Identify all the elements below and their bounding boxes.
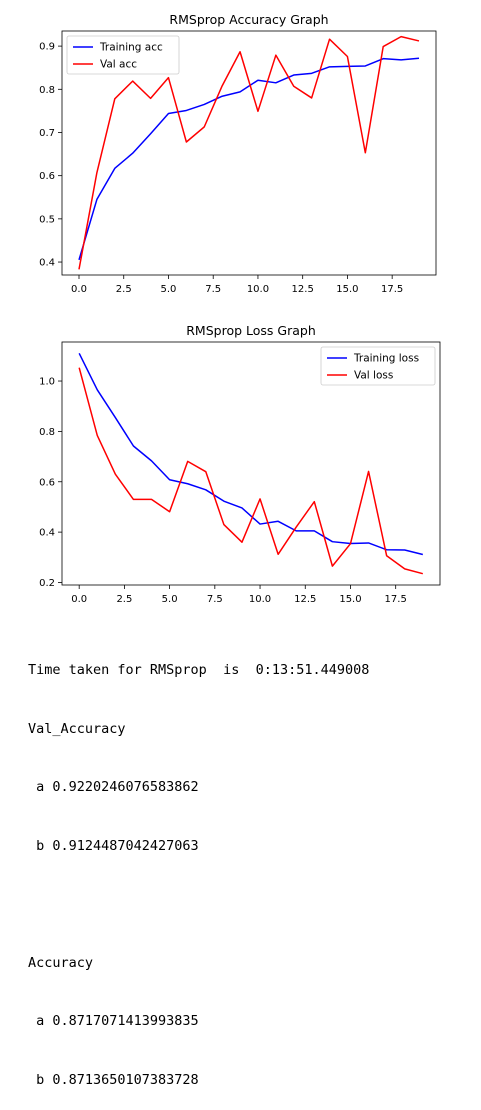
charts-area: RMSprop Accuracy Graph 0.0 2.5 5.0 7.5 10.0 12… [39, 12, 441, 605]
x-tick-label: 0.0 [71, 284, 87, 295]
blank-line [28, 895, 369, 915]
x-tick-label: 0.0 [71, 594, 87, 605]
legend-label-val: Val acc [100, 59, 137, 71]
y-tick-label: 0.6 [39, 477, 55, 488]
y-tick-label: 0.4 [39, 258, 55, 269]
x-tick-label: 17.5 [385, 594, 407, 605]
plot-frame [61, 341, 441, 586]
x-tick-label: 12.5 [292, 284, 314, 295]
legend-label-training: Training loss [353, 353, 419, 365]
y-tick-label: 0.8 [39, 85, 55, 96]
console-output: Time taken for RMSprop is 0:13:51.449008… [28, 622, 369, 1110]
legend-box [320, 346, 436, 386]
x-tick-label: 12.5 [294, 594, 316, 605]
val-accuracy-a: a 0.9220246076583862 [28, 779, 199, 795]
series-line-training [78, 57, 420, 261]
y-tick-label: 0.9 [39, 42, 55, 53]
y-tick-label: 0.5 [39, 214, 55, 225]
accuracy-b: b 0.8713650107383728 [28, 1071, 199, 1088]
legend-box [66, 35, 180, 75]
chart-loss: RMSprop Loss Graph 0.0 2.5 5.0 7.5 10.0 12.5 15… [39, 323, 441, 605]
x-tick-label: 17.5 [381, 284, 403, 295]
x-tick-label: 15.0 [336, 284, 358, 295]
x-tick-label: 15.0 [339, 594, 361, 605]
accuracy-a: a 0.8717071413993835 [28, 1013, 199, 1029]
y-tick-label: 0.8 [39, 427, 55, 438]
x-tick-label: 10.0 [249, 594, 271, 605]
y-tick-label: 0.2 [39, 578, 55, 589]
x-tick-label: 2.5 [116, 284, 132, 295]
x-tick-label: 5.0 [162, 594, 178, 605]
y-tick-label: 0.6 [39, 171, 55, 182]
y-tick-label: 0.4 [39, 528, 55, 539]
chart-accuracy: RMSprop Accuracy Graph 0.0 2.5 5.0 7.5 10.0 12… [39, 12, 437, 295]
y-tick-label: 1.0 [39, 377, 55, 388]
legend-label-training: Training acc [99, 42, 163, 54]
x-tick-label: 2.5 [116, 594, 132, 605]
time-taken-line: Time taken for RMSprop is 0:13:51.449008 [28, 662, 370, 678]
val-accuracy-b: b 0.9124487042427063 [28, 837, 199, 854]
x-tick-label: 5.0 [161, 284, 177, 295]
chart-title: RMSprop Accuracy Graph [169, 12, 328, 27]
y-tick-label: 0.7 [39, 128, 55, 139]
plot-frame [61, 30, 437, 276]
legend: Training acc Val acc [66, 35, 180, 75]
series-line-val [78, 35, 420, 270]
val-accuracy-heading: Val_Accuracy [28, 720, 126, 737]
x-tick-label: 7.5 [207, 594, 223, 605]
legend-label-val: Val loss [354, 370, 393, 382]
chart-title: RMSprop Loss Graph [186, 323, 316, 338]
series-line-training [78, 352, 424, 556]
accuracy-heading: Accuracy [28, 954, 94, 971]
x-tick-label: 7.5 [205, 284, 221, 295]
x-tick-label: 10.0 [247, 284, 269, 295]
legend: Training loss Val loss [320, 346, 436, 386]
series-line-val [78, 367, 424, 575]
